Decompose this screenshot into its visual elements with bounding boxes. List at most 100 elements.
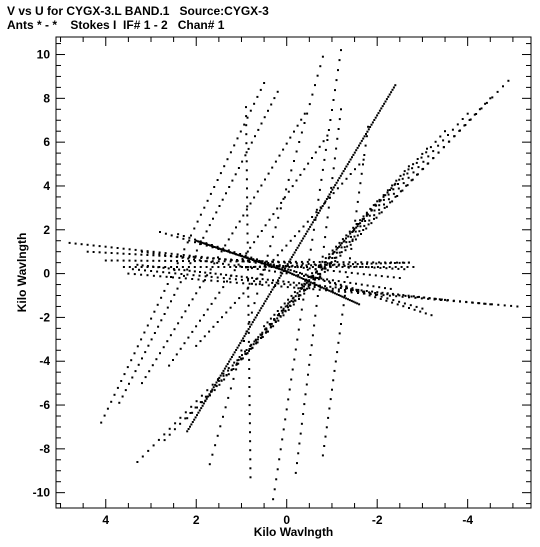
uv-point	[136, 263, 139, 266]
y-tick-label: -2	[39, 310, 50, 324]
uv-point	[318, 209, 321, 212]
uv-point	[206, 257, 209, 260]
uv-point	[259, 273, 262, 276]
uv-point	[331, 289, 334, 292]
uv-point	[496, 90, 499, 93]
uv-point	[403, 261, 406, 264]
uv-point	[371, 290, 374, 293]
uv-point	[370, 222, 373, 225]
uv-point	[356, 225, 359, 228]
uv-point	[396, 303, 399, 306]
uv-point	[240, 278, 243, 281]
uv-point	[113, 393, 116, 396]
uv-point	[253, 241, 256, 244]
uv-point	[335, 181, 338, 184]
uv-point	[86, 243, 89, 246]
uv-point	[314, 314, 317, 317]
uv-point	[466, 112, 469, 115]
uv-point	[391, 301, 394, 304]
uv-point	[252, 266, 255, 268]
uv-point	[250, 347, 253, 350]
uv-point	[386, 191, 389, 194]
uv-point	[124, 389, 127, 392]
uv-point	[247, 313, 250, 316]
uv-point	[338, 59, 341, 62]
uv-point	[307, 262, 310, 265]
uv-point	[392, 192, 395, 195]
uv-point	[324, 288, 327, 291]
uv-point	[277, 216, 280, 219]
uv-point	[164, 266, 167, 268]
uv-point	[233, 144, 236, 147]
uv-point	[146, 251, 149, 254]
uv-point	[296, 264, 299, 267]
uv-point	[226, 363, 229, 365]
uv-point	[408, 296, 410, 299]
uv-point	[353, 227, 356, 230]
uv-point	[291, 368, 294, 371]
uv-point	[190, 423, 193, 426]
uv-point	[359, 222, 362, 225]
uv-point	[382, 194, 385, 197]
uv-point	[248, 282, 251, 285]
uv-point	[243, 123, 246, 126]
uv-point	[374, 294, 377, 296]
uv-point	[331, 257, 334, 259]
uv-point	[393, 262, 396, 264]
uv-point	[402, 173, 405, 176]
uv-point	[411, 167, 414, 170]
uv-point	[379, 298, 382, 300]
uv-point	[401, 189, 404, 192]
y-tick-label: -10	[33, 486, 51, 500]
uv-point	[275, 281, 278, 284]
uv-point	[146, 254, 149, 256]
uv-point	[134, 266, 137, 268]
y-tick-label: 2	[43, 223, 50, 237]
uv-point	[434, 140, 437, 143]
uv-point	[293, 235, 296, 238]
uv-point	[332, 167, 335, 170]
uv-point	[378, 198, 381, 201]
uv-point	[248, 413, 251, 416]
uv-point	[355, 265, 358, 268]
uv-point	[346, 245, 349, 248]
uv-point	[218, 247, 221, 250]
uv-point	[239, 253, 242, 255]
uv-point	[104, 251, 107, 254]
uv-point	[166, 306, 169, 309]
uv-point	[333, 250, 336, 253]
uv-point	[333, 157, 336, 160]
uv-point	[354, 230, 357, 233]
uv-point	[282, 428, 285, 431]
uv-point	[289, 261, 292, 264]
uv-point	[283, 260, 286, 263]
uv-point	[251, 346, 254, 349]
uv-point	[281, 272, 284, 275]
uv-point	[202, 280, 205, 283]
uv-point	[181, 256, 184, 259]
uv-point	[269, 323, 272, 325]
uv-point	[193, 266, 196, 268]
uv-point	[158, 254, 161, 257]
uv-point	[294, 348, 297, 351]
uv-point	[356, 263, 359, 265]
uv-point	[181, 266, 184, 268]
uv-point	[289, 239, 292, 242]
uv-point	[164, 259, 167, 262]
uv-point	[210, 302, 213, 305]
uv-point	[246, 187, 248, 190]
uv-point	[199, 242, 202, 245]
uv-point	[311, 282, 314, 285]
uv-point	[352, 153, 355, 156]
uv-point	[376, 200, 379, 203]
uv-point	[195, 325, 198, 328]
uv-point	[338, 263, 341, 266]
uv-point	[212, 325, 215, 328]
axis-tick-labels: 4 2 0 -2 -4 10 8 6 4 2 0 -2 -4 -6 -8 -10	[33, 48, 474, 527]
uv-point	[327, 416, 330, 419]
uv-point	[253, 259, 256, 262]
uv-point	[201, 404, 204, 407]
uv-point	[174, 272, 177, 275]
uv-point	[261, 283, 264, 286]
uv-point	[358, 191, 361, 194]
